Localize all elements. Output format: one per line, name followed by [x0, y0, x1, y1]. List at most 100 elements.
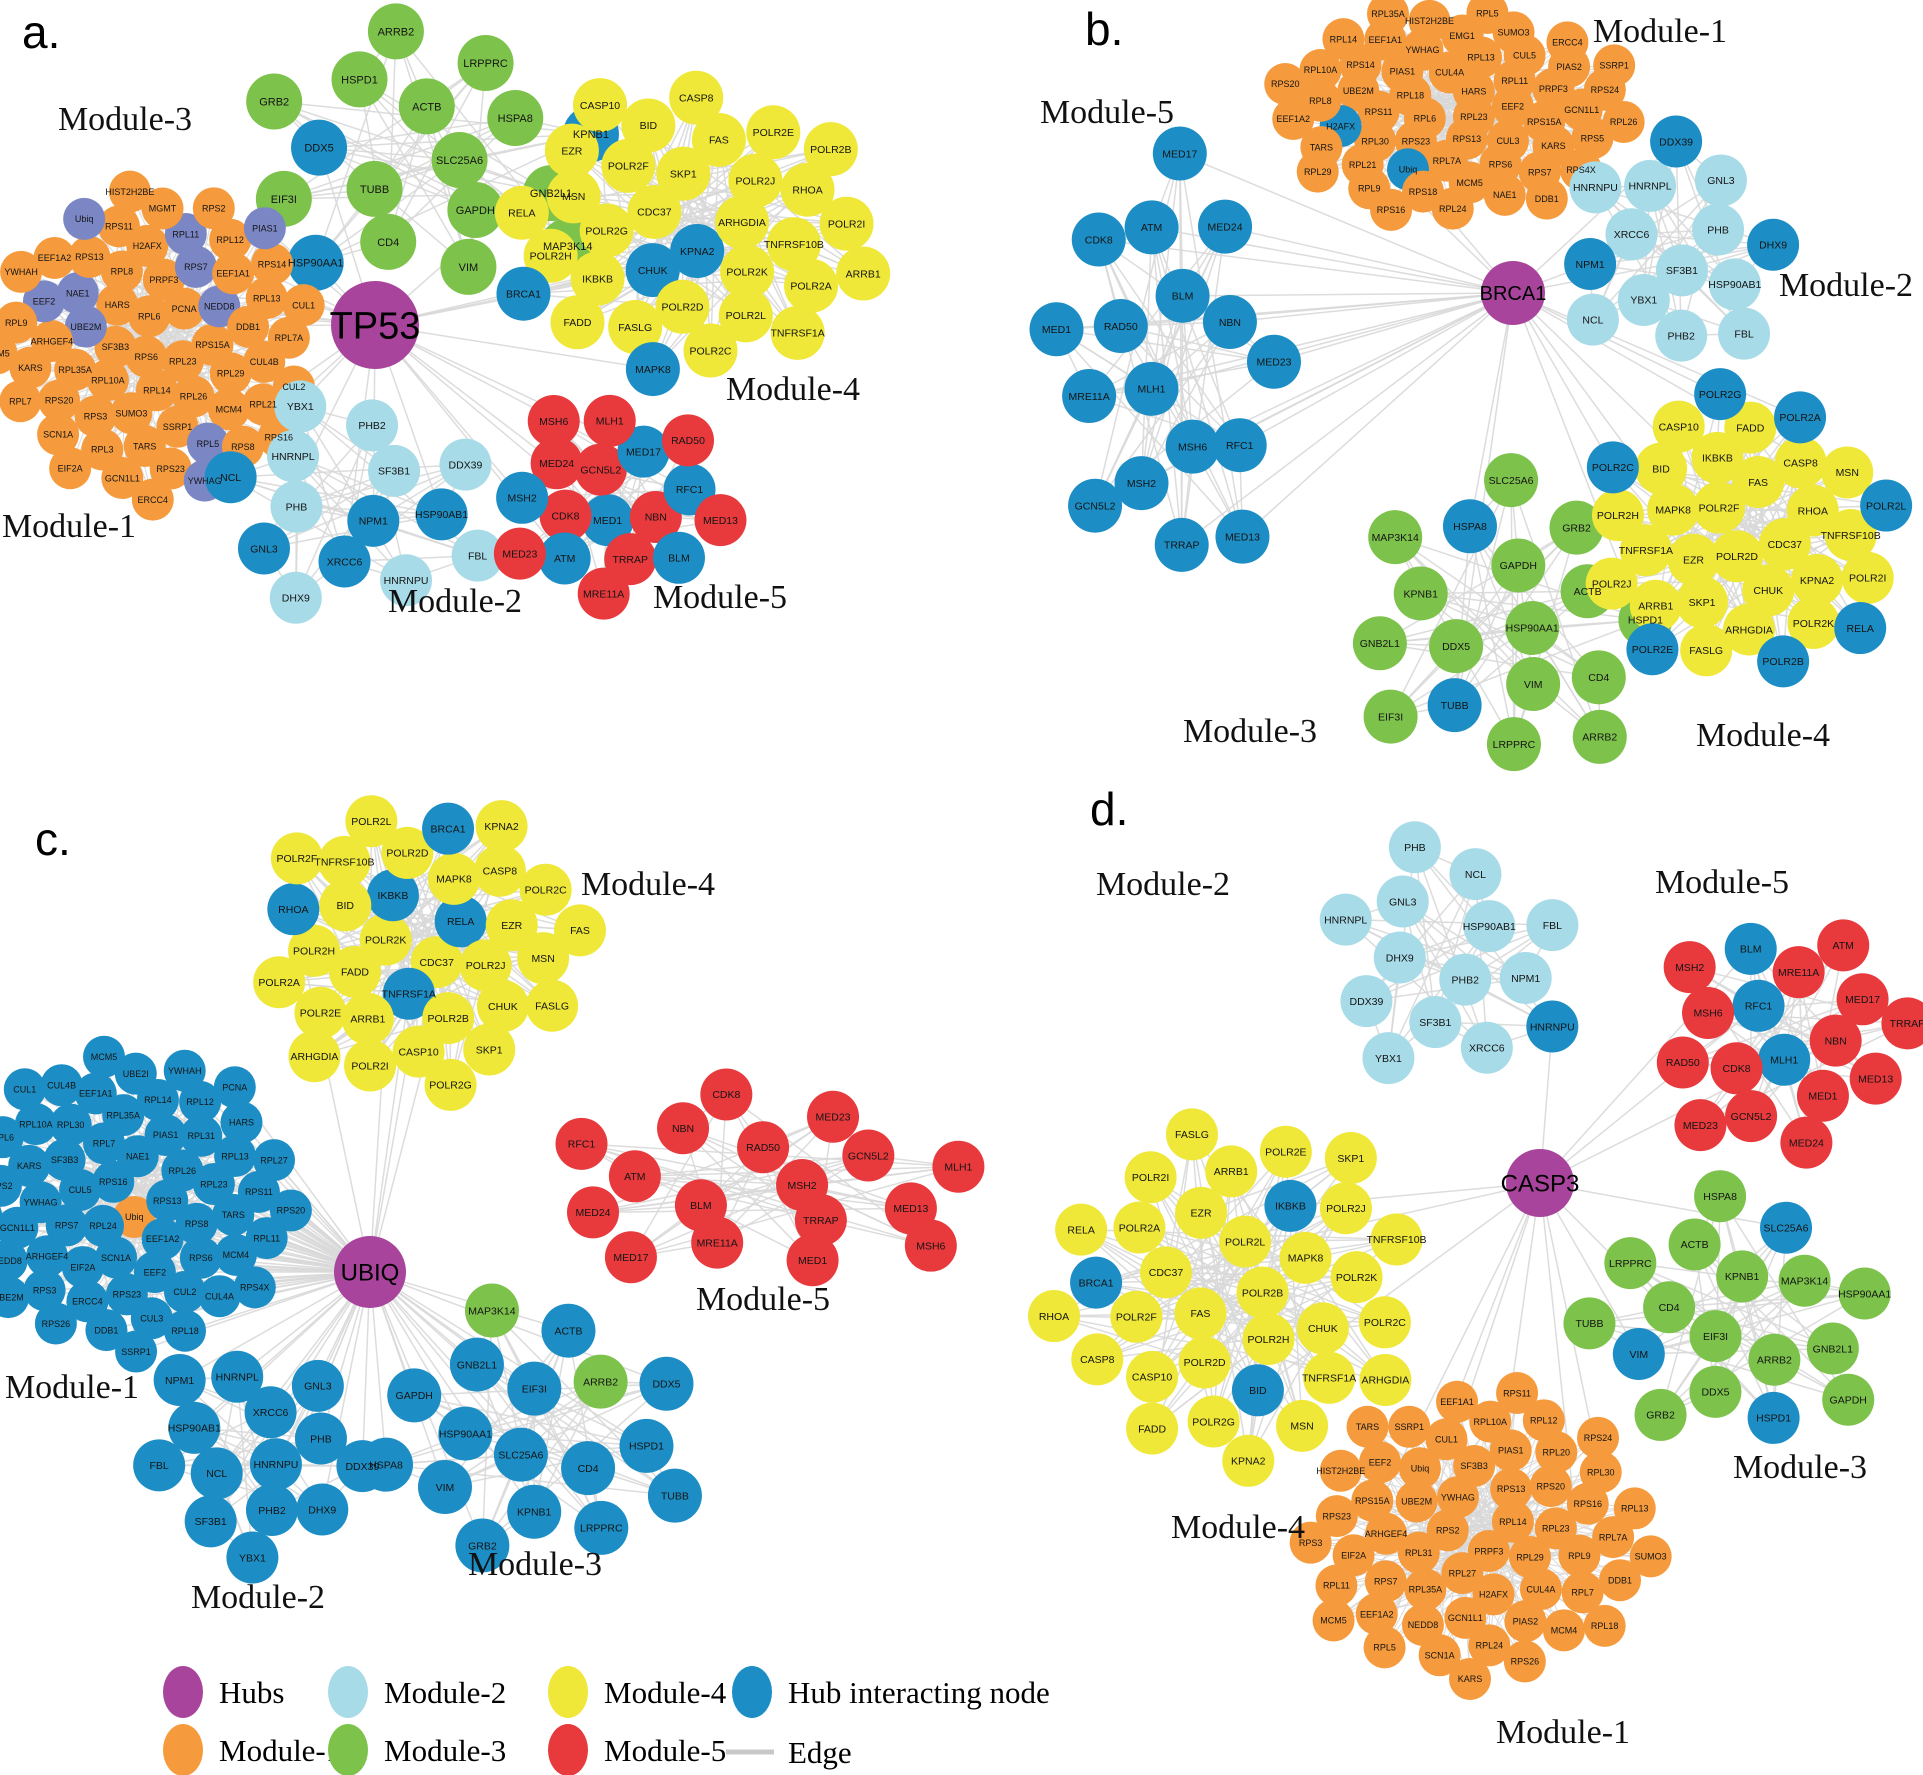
node-b-DHX9	[1747, 218, 1800, 271]
node-c-NCL	[190, 1447, 243, 1500]
node-c-CASP8	[473, 844, 526, 897]
node-label-a-HARS: HARS	[105, 300, 130, 310]
node-label-a-RELA: RELA	[508, 208, 535, 220]
node-label-c-UBE2M: UBE2M	[0, 1292, 24, 1302]
node-label-a-SCN1A: SCN1A	[43, 430, 73, 440]
node-label-a-YWHAG: YWHAG	[188, 476, 222, 486]
node-b-LRPPRC	[1486, 717, 1541, 772]
node-label-b-HSP90AB1: HSP90AB1	[1708, 279, 1761, 291]
node-d-RPS15A	[1351, 1479, 1394, 1522]
node-a-EIF2A	[49, 447, 92, 490]
node-b-MSN	[1821, 446, 1874, 499]
node-c-MCM5	[83, 1035, 126, 1078]
node-label-b-ARRB1: ARRB1	[1638, 601, 1673, 613]
node-b-GNL3	[1694, 154, 1747, 207]
node-label-c-CUL3: CUL3	[140, 1313, 163, 1323]
node-label-a-POLR2B: POLR2B	[810, 144, 851, 156]
node-label-d-CHUK: CHUK	[1308, 1323, 1338, 1335]
node-label-d-POLR2K: POLR2K	[1336, 1272, 1377, 1284]
node-label-b-POLR2E: POLR2E	[1632, 644, 1673, 656]
node-b-POLR2H	[1591, 489, 1644, 542]
node-label-a-TNFRSF1A: TNFRSF1A	[771, 328, 825, 340]
node-d-DDB1	[1599, 1559, 1642, 1602]
node-c-MSH6	[904, 1219, 957, 1272]
node-label-b-FBL: FBL	[1734, 328, 1753, 340]
node-d-GRB2	[1634, 1388, 1687, 1441]
node-label-d-DDB1: DDB1	[1608, 1575, 1632, 1585]
node-label-c-HSP90AA1: HSP90AA1	[439, 1428, 492, 1440]
node-label-a-GNB2L1: GNB2L1	[530, 188, 572, 200]
node-label-a-DDX5: DDX5	[304, 143, 333, 155]
node-a-GCN1L1	[101, 457, 144, 500]
node-d-GNB2L1	[1806, 1322, 1859, 1375]
node-label-d-DHX9: DHX9	[1386, 952, 1414, 964]
node-c-MAPK8	[427, 852, 480, 905]
node-d-DDX5	[1689, 1365, 1742, 1418]
node-label-c-RPL26: RPL26	[169, 1166, 197, 1176]
node-label-c-POLR2B: POLR2B	[427, 1013, 468, 1025]
node-b-RELA	[1834, 602, 1887, 655]
node-label-a-FBL: FBL	[468, 550, 487, 562]
node-b-POLR2C	[1586, 441, 1639, 494]
node-c-CUL2	[163, 1270, 206, 1313]
node-label-c-NCL: NCL	[206, 1468, 227, 1480]
node-b-POLR2L	[1860, 479, 1913, 532]
node-label-c-TARS: TARS	[222, 1210, 245, 1220]
node-d-HNRNPL	[1319, 893, 1372, 946]
node-label-c-RPS6: RPS6	[189, 1253, 213, 1263]
node-d-FBL	[1526, 899, 1579, 952]
node-a-NAE1	[56, 272, 99, 315]
panel-b-node-labels: RPL23 RPL6 HARS RPS13 RPL18 EEF2 RPS23 CUL4A CUL…	[1042, 8, 1907, 751]
node-c-GAPDH	[387, 1368, 442, 1423]
node-d-FAS	[1174, 1287, 1227, 1340]
node-label-c-GCN5L2: GCN5L2	[848, 1150, 889, 1162]
node-label-b-GRB2: GRB2	[1562, 522, 1591, 534]
node-a-TNFRSF10B	[766, 217, 821, 272]
node-label-c-GNL3: GNL3	[304, 1381, 332, 1393]
node-b-RPS5	[1571, 117, 1614, 160]
node-a-POLR2B	[803, 122, 858, 177]
node-b-RPS20	[1264, 62, 1307, 105]
node-b-FADD	[1724, 401, 1777, 454]
node-label-d-RPL30: RPL30	[1587, 1467, 1615, 1477]
node-a-MSN	[546, 169, 601, 224]
node-label-d-MCM5: MCM5	[1320, 1616, 1347, 1626]
node-a-RPS13	[68, 235, 111, 278]
node-label-c-EEF1A1: EEF1A1	[79, 1089, 113, 1099]
node-c-CHUK	[476, 980, 529, 1033]
node-label-b-TNFRSF1A: TNFRSF1A	[1619, 545, 1673, 557]
node-d-RPL23	[1534, 1507, 1577, 1550]
node-label-b-UBE2M: UBE2M	[1343, 86, 1374, 96]
node-b-RPL10A	[1299, 48, 1342, 91]
legend: Hubs Module-1 Module-2 Module-3 Module-4 Modu…	[163, 1666, 1050, 1775]
node-label-a-LRPPRC: LRPPRC	[463, 58, 508, 70]
node-a-SF3B3	[94, 325, 137, 368]
node-label-a-YBX1: YBX1	[287, 401, 314, 413]
node-c-TRRAP	[794, 1194, 847, 1247]
node-label-b-POLR2A: POLR2A	[1779, 412, 1820, 424]
legend-label-module-5: Module-5	[604, 1733, 726, 1768]
node-a-GRB2	[246, 73, 303, 130]
node-label-a-RPS7: RPS7	[184, 262, 208, 272]
node-label-a-CDC37: CDC37	[637, 207, 672, 219]
node-label-b-RPL5: RPL5	[1476, 8, 1499, 18]
node-label-b-MED13: MED13	[1225, 531, 1260, 543]
node-label-b-MSN: MSN	[1836, 467, 1859, 479]
node-label-c-EIF3I: EIF3I	[522, 1383, 547, 1395]
node-c-GCN1L1	[0, 1206, 39, 1249]
node-a-MED24	[530, 437, 583, 490]
node-label-a-POLR2A: POLR2A	[790, 281, 831, 293]
node-label-c-DHX9: DHX9	[308, 1504, 336, 1516]
node-label-d-CDK8: CDK8	[1723, 1063, 1751, 1075]
node-label-a-MCM5: MCM5	[0, 349, 10, 359]
node-d-RPL31	[1397, 1531, 1440, 1574]
node-c-HNRNPU	[249, 1438, 302, 1491]
node-label-c-POLR2D: POLR2D	[386, 848, 428, 860]
node-label-b-SF3B1: SF3B1	[1666, 265, 1698, 277]
node-c-RPS2	[0, 1164, 22, 1207]
node-label-a-ATM: ATM	[554, 553, 575, 565]
node-label-c-POLR2E: POLR2E	[300, 1008, 341, 1020]
node-c-SF3B1	[184, 1495, 237, 1548]
node-c-MED1	[786, 1234, 839, 1287]
node-label-c-DDX39: DDX39	[345, 1461, 379, 1473]
